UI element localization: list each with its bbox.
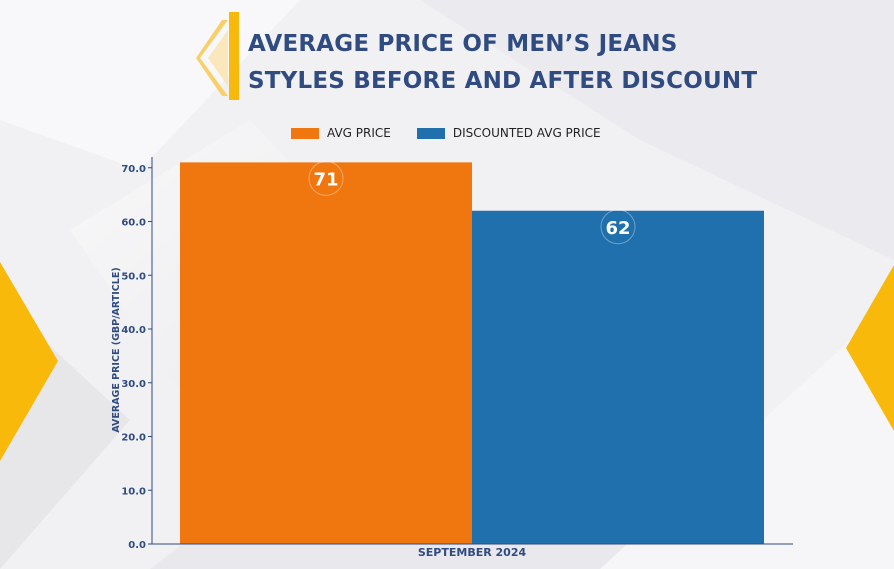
legend-item-avg-price: AVG PRICE <box>291 126 391 140</box>
legend-swatch-discounted-avg-price <box>416 127 445 139</box>
title-accent-bar <box>229 12 239 100</box>
data-label-avg-price: 71 <box>313 169 338 190</box>
y-tick-label: 0.0 <box>128 540 146 551</box>
y-tick-label: 70.0 <box>121 164 146 175</box>
y-tick-label: 30.0 <box>121 379 146 390</box>
y-tick-label: 40.0 <box>121 325 146 336</box>
chart-title-line-1: AVERAGE PRICE OF MEN’S JEANS <box>248 31 678 57</box>
y-tick-label: 50.0 <box>121 271 146 282</box>
chart-title-line-2: STYLES BEFORE AND AFTER DISCOUNT <box>248 68 758 94</box>
y-axis-label: AVERAGE PRICE (GBP/ARTICLE) <box>111 267 122 432</box>
y-tick-label: 10.0 <box>121 486 146 497</box>
legend-item-discounted-avg-price: DISCOUNTED AVG PRICE <box>416 126 601 140</box>
left-accent-triangle <box>0 262 58 461</box>
data-label-ring <box>600 209 636 245</box>
data-label-discounted-avg-price: 62 <box>605 218 630 239</box>
legend: AVG PRICE DISCOUNTED AVG PRICE <box>291 124 627 142</box>
y-tick-label: 20.0 <box>121 433 146 444</box>
y-tick-label: 60.0 <box>121 218 146 229</box>
bar-avg-price <box>180 162 472 544</box>
chart-title: AVERAGE PRICE OF MEN’S JEANS STYLES BEFO… <box>248 26 768 100</box>
bar-discounted-avg-price <box>472 210 764 544</box>
legend-label-discounted-avg-price: DISCOUNTED AVG PRICE <box>452 126 601 140</box>
legend-label-avg-price: AVG PRICE <box>327 126 391 140</box>
chevron-left-icon <box>196 20 228 96</box>
title-block: AVERAGE PRICE OF MEN’S JEANS STYLES BEFO… <box>196 12 757 102</box>
x-tick-label: SEPTEMBER 2024 <box>418 546 527 559</box>
right-accent-triangle <box>846 265 894 431</box>
data-label-ring <box>308 160 344 196</box>
legend-swatch-avg-price <box>291 127 319 139</box>
